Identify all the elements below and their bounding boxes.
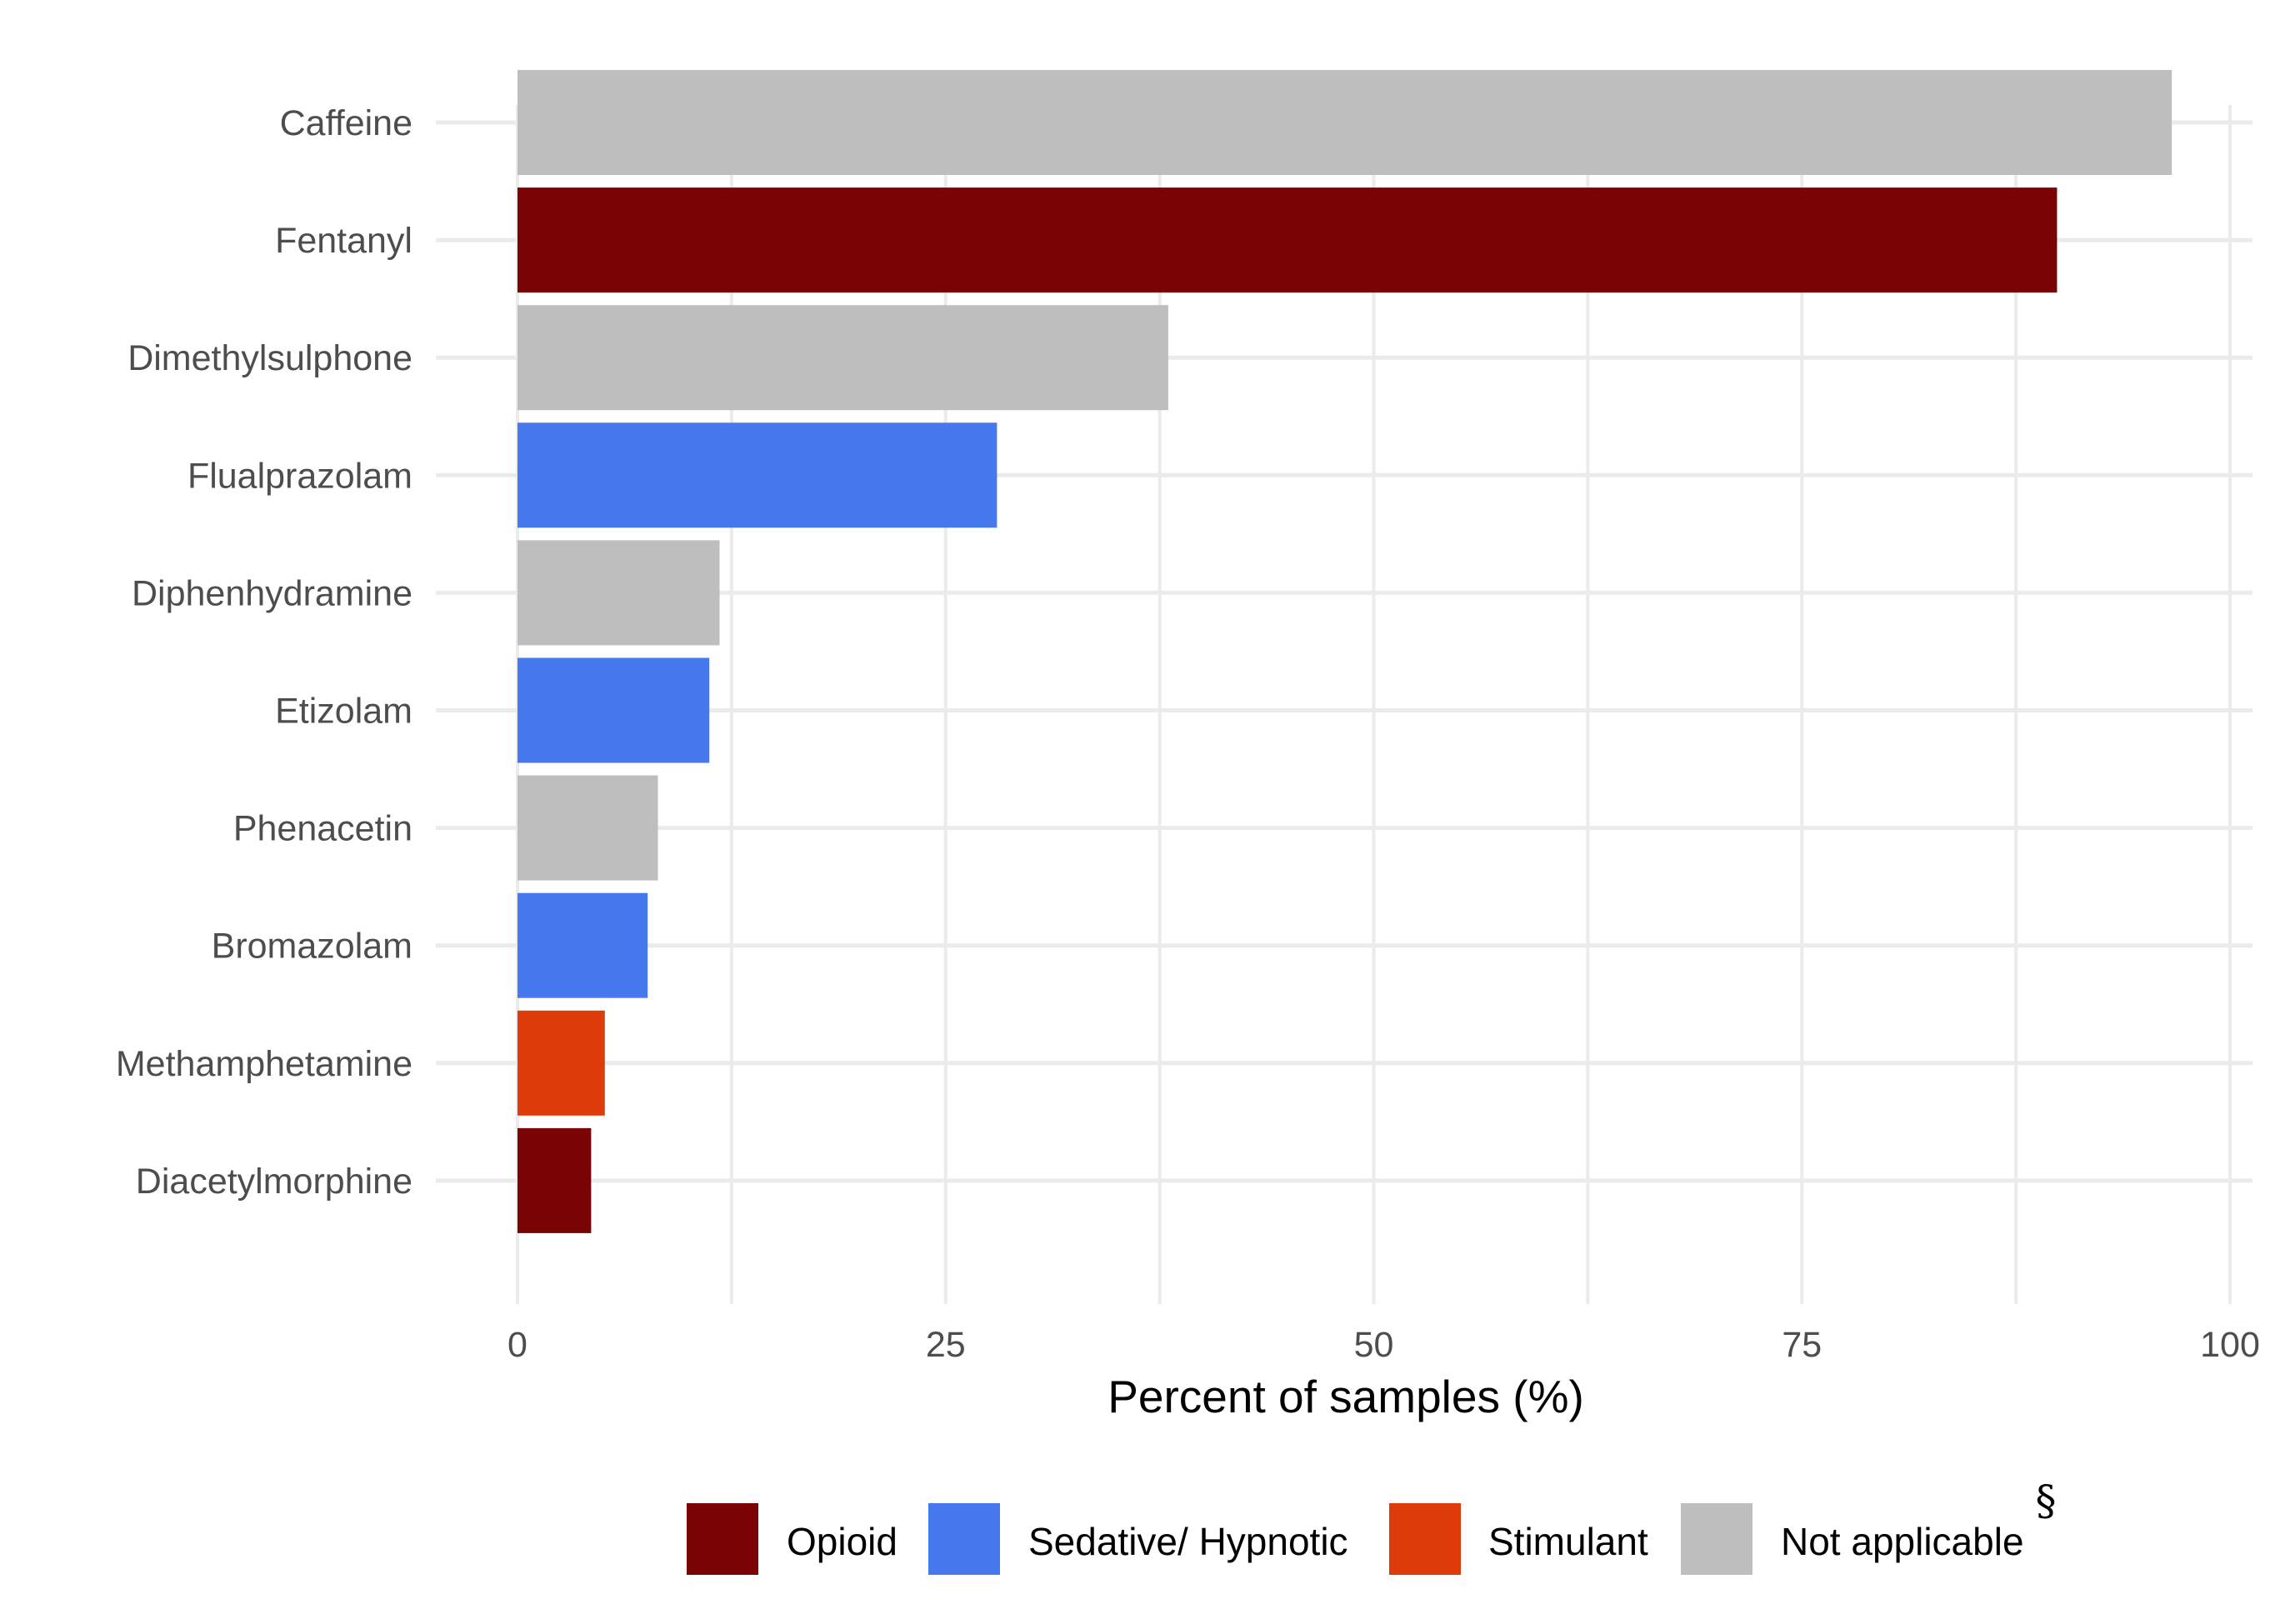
legend-label: Opioid [787, 1520, 898, 1563]
x-tick-label: 75 [1782, 1325, 1822, 1365]
bars [518, 70, 2172, 1233]
bar-diacetylmorphine [518, 1127, 592, 1233]
legend-key [1389, 1503, 1461, 1575]
x-tick-labels: 0 25 50 75 100 [508, 1325, 2260, 1365]
x-axis-title: Percent of samples (%) [1108, 1371, 1584, 1422]
y-tick-label: Phenacetin [233, 809, 412, 849]
legend-key [928, 1503, 1000, 1575]
bar-dimethylsulphone [518, 305, 1168, 411]
y-tick-label: Dimethylsulphone [128, 338, 412, 378]
bar-fentanyl [518, 187, 2058, 293]
y-tick-label: Diacetylmorphine [136, 1162, 412, 1202]
legend-key [687, 1503, 758, 1575]
y-tick-label: Etizolam [275, 692, 412, 732]
bar-etizolam [518, 657, 710, 763]
legend: Opioid Sedative/ Hypnotic Stimulant Not app… [687, 1477, 2057, 1575]
bar-methamphetamine [518, 1010, 605, 1116]
x-tick-label: 100 [2200, 1325, 2260, 1365]
section-mark: § [2036, 1477, 2057, 1525]
y-tick-label: Flualprazolam [188, 456, 412, 496]
bar-caffeine [518, 70, 2172, 175]
bar-flualprazolam [518, 422, 998, 528]
legend-label: Sedative/ Hypnotic [1028, 1520, 1348, 1563]
y-tick-label: Methamphetamine [116, 1044, 412, 1084]
y-tick-label: Fentanyl [275, 221, 412, 261]
x-tick-label: 0 [508, 1325, 528, 1365]
legend-label: Not applicable [1781, 1520, 2024, 1563]
legend-label: Stimulant [1488, 1520, 1648, 1563]
bar-bromazolam [518, 892, 648, 998]
x-tick-label: 50 [1354, 1325, 1394, 1365]
y-tick-labels: Caffeine Fentanyl Dimethylsulphone Flualpra… [116, 103, 412, 1202]
bar-phenacetin [518, 775, 658, 881]
y-tick-label: Caffeine [280, 103, 412, 143]
x-tick-label: 25 [926, 1325, 966, 1365]
y-tick-label: Bromazolam [212, 927, 412, 967]
legend-key [1681, 1503, 1752, 1575]
bar-diphenhydramine [518, 540, 720, 646]
y-tick-label: Diphenhydramine [132, 573, 412, 613]
